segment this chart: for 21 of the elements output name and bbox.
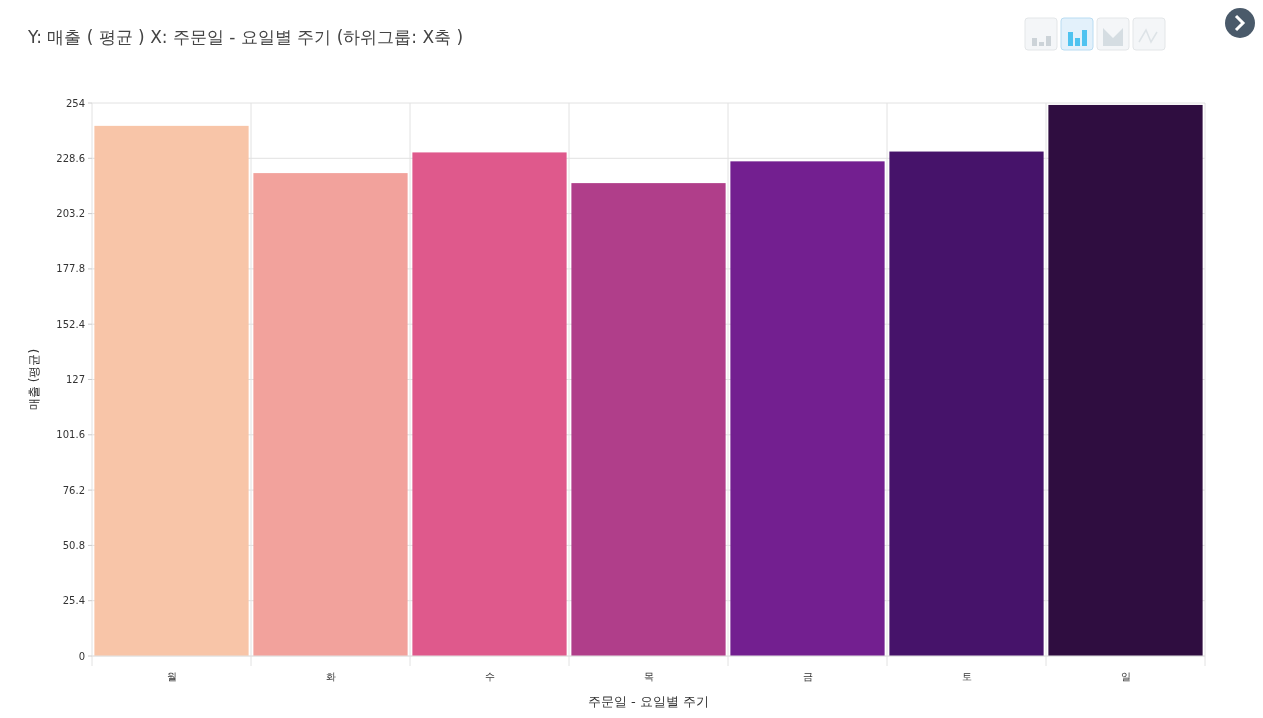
x-tick-label: 일 (1120, 671, 1131, 682)
y-tick-label: 0 (78, 650, 85, 662)
y-tick-label: 152.4 (56, 318, 85, 330)
x-tick-label: 수 (484, 671, 495, 682)
y-tick-label: 25.4 (62, 595, 85, 607)
y-tick-label: 50.8 (62, 539, 85, 551)
y-tick-label: 127 (65, 374, 85, 385)
y-tick-label: 76.2 (62, 484, 85, 496)
x-tick-label: 화 (325, 671, 336, 682)
y-axis-title: 매출 (평균) (27, 348, 41, 411)
x-tick-label: 토 (961, 671, 972, 682)
x-axis-title: 주문일 - 요일별 주기 (587, 694, 710, 709)
chart-title: Y: 매출 ( 평균 ) X: 주문일 - 요일별 주기 (하위그룹: X축 ) (27, 27, 464, 47)
x-tick-label: 목 (643, 671, 654, 682)
y-tick-label: 203.2 (56, 208, 85, 220)
y-tick-label: 254 (65, 97, 85, 109)
y-tick-label: 177.8 (56, 263, 85, 275)
y-tick-label: 228.6 (56, 152, 85, 164)
y-tick-label: 101.6 (56, 429, 85, 441)
x-tick-label: 금 (802, 671, 813, 682)
x-tick-label: 월 (166, 671, 177, 682)
